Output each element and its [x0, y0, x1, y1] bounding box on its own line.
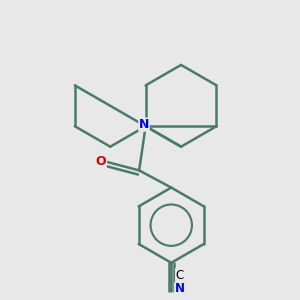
Text: N: N: [139, 118, 149, 131]
Text: O: O: [95, 155, 106, 168]
Text: C: C: [175, 268, 184, 282]
Text: N: N: [174, 283, 184, 296]
